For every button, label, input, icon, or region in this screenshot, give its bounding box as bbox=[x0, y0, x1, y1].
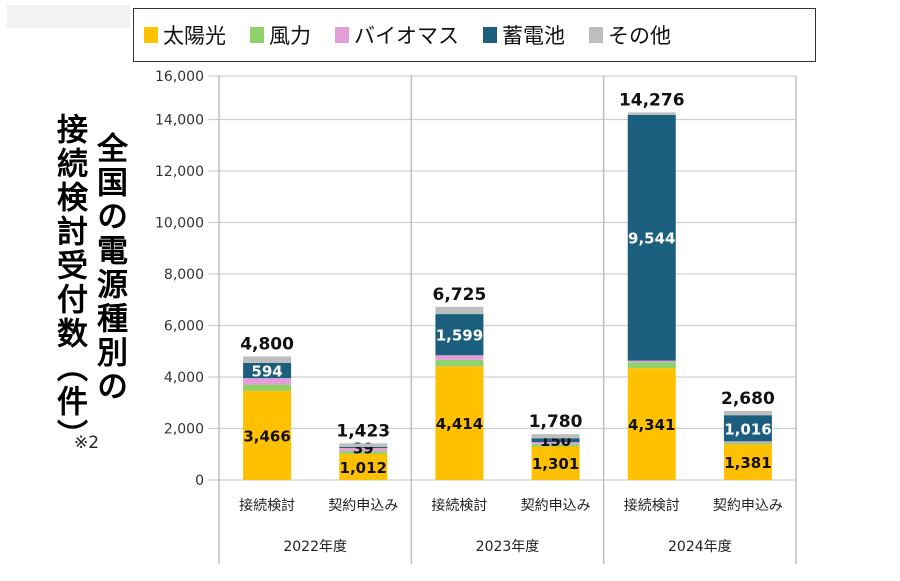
x-category-label: 契約申込み bbox=[521, 498, 591, 514]
bar-segment-other bbox=[243, 356, 292, 363]
x-category-label: 接続検討 bbox=[239, 497, 295, 514]
legend-label-wind: 風力 bbox=[269, 24, 311, 48]
bar-segment-solar bbox=[339, 453, 388, 480]
bar-segment-other bbox=[531, 434, 580, 439]
x-group-label: 2024年度 bbox=[668, 539, 732, 555]
segment-value-label: 3,466 bbox=[243, 427, 290, 445]
bar-segment-battery bbox=[435, 314, 484, 356]
y-tick-label: 0 bbox=[195, 473, 204, 489]
bar-segment-wind bbox=[531, 444, 580, 447]
x-category-label: 契約申込み bbox=[713, 498, 783, 514]
bar-segment-wind bbox=[243, 384, 292, 391]
bar-segment-solar bbox=[435, 366, 484, 480]
legend-swatch-biomass bbox=[335, 27, 349, 43]
segment-value-label: 1,012 bbox=[340, 459, 387, 477]
bar-segment-other bbox=[435, 306, 484, 315]
segment-value-label: 1,599 bbox=[436, 327, 483, 345]
bar-segment-battery bbox=[243, 362, 292, 379]
bar-segment-battery bbox=[339, 446, 388, 448]
bar-segment-solar bbox=[243, 390, 292, 480]
bar-segment-biomass bbox=[531, 442, 580, 445]
chart-legend: 太陽光 風力 バイオマス 蓄電池 その他 bbox=[133, 8, 816, 62]
y-tick-label: 14,000 bbox=[155, 113, 204, 129]
segment-value-label: 9,544 bbox=[628, 230, 675, 248]
y-tick-label: 8,000 bbox=[164, 267, 204, 283]
bar-segment-wind bbox=[723, 442, 772, 445]
total-value-label: 1,780 bbox=[529, 412, 583, 432]
bar-segment-solar bbox=[627, 368, 676, 480]
x-group-label: 2023年度 bbox=[476, 539, 540, 555]
bar-segment-battery bbox=[531, 438, 580, 443]
y-tick-label: 16,000 bbox=[155, 69, 204, 85]
x-group-label: 2022年度 bbox=[283, 539, 347, 555]
y-tick-label: 4,000 bbox=[164, 370, 204, 386]
legend-label-solar: 太陽光 bbox=[163, 24, 226, 48]
bar-segment-wind bbox=[339, 451, 388, 454]
bar-segment-biomass bbox=[243, 378, 292, 385]
x-category-label: 接続検討 bbox=[431, 497, 487, 514]
total-value-label: 1,423 bbox=[336, 421, 390, 441]
total-value-label: 2,680 bbox=[721, 389, 775, 409]
y-tick-label: 10,000 bbox=[155, 216, 204, 232]
legend-item-battery: 蓄電池 bbox=[483, 20, 565, 50]
bar-segment-battery bbox=[627, 114, 676, 361]
footnote-marker: ※2 bbox=[74, 433, 100, 453]
segment-value-label: 4,341 bbox=[628, 416, 675, 434]
segment-value-label: 1,301 bbox=[532, 455, 579, 473]
header-shade bbox=[7, 5, 130, 28]
legend-swatch-battery bbox=[483, 27, 497, 43]
bar-segment-other bbox=[723, 410, 772, 416]
legend-swatch-wind bbox=[250, 27, 264, 43]
segment-value-label: 39 bbox=[353, 439, 374, 457]
legend-label-biomass: バイオマス bbox=[354, 24, 459, 48]
bar-segment-solar bbox=[723, 444, 772, 480]
total-value-label: 6,725 bbox=[433, 285, 487, 305]
segment-value-label: 1,381 bbox=[724, 454, 771, 472]
legend-item-biomass: バイオマス bbox=[335, 20, 459, 50]
legend-item-other: その他 bbox=[589, 20, 671, 50]
legend-item-solar: 太陽光 bbox=[144, 20, 226, 50]
y-tick-label: 2,000 bbox=[164, 422, 204, 438]
bar-segment-biomass bbox=[339, 447, 388, 452]
segment-value-label: 4,414 bbox=[436, 415, 483, 433]
legend-swatch-other bbox=[589, 27, 603, 43]
bar-segment-other bbox=[339, 443, 388, 447]
bar-segment-wind bbox=[435, 359, 484, 367]
bar-segment-biomass bbox=[435, 355, 484, 360]
bar-segment-other bbox=[627, 112, 676, 115]
bar-segment-biomass bbox=[723, 441, 772, 443]
legend-item-wind: 風力 bbox=[250, 20, 311, 50]
bar-segment-battery bbox=[723, 415, 772, 442]
chart-title-line1: 全国の電源種別の bbox=[91, 132, 127, 404]
chart-title-line2: 接続検討受付数（件） bbox=[51, 113, 87, 453]
bar-segment-biomass bbox=[627, 360, 676, 363]
legend-swatch-solar bbox=[144, 27, 158, 43]
x-category-label: 接続検討 bbox=[624, 497, 680, 514]
y-tick-label: 12,000 bbox=[155, 164, 204, 180]
legend-label-battery: 蓄電池 bbox=[502, 24, 565, 48]
segment-value-label: 1,016 bbox=[724, 420, 771, 438]
segment-value-label: 594 bbox=[251, 362, 282, 380]
legend-label-other: その他 bbox=[608, 24, 671, 48]
total-value-label: 14,276 bbox=[619, 90, 685, 110]
y-tick-label: 6,000 bbox=[164, 319, 204, 335]
x-category-label: 契約申込み bbox=[328, 498, 398, 514]
total-value-label: 4,800 bbox=[240, 334, 294, 354]
bar-segment-wind bbox=[627, 362, 676, 369]
bar-segment-solar bbox=[531, 446, 580, 480]
